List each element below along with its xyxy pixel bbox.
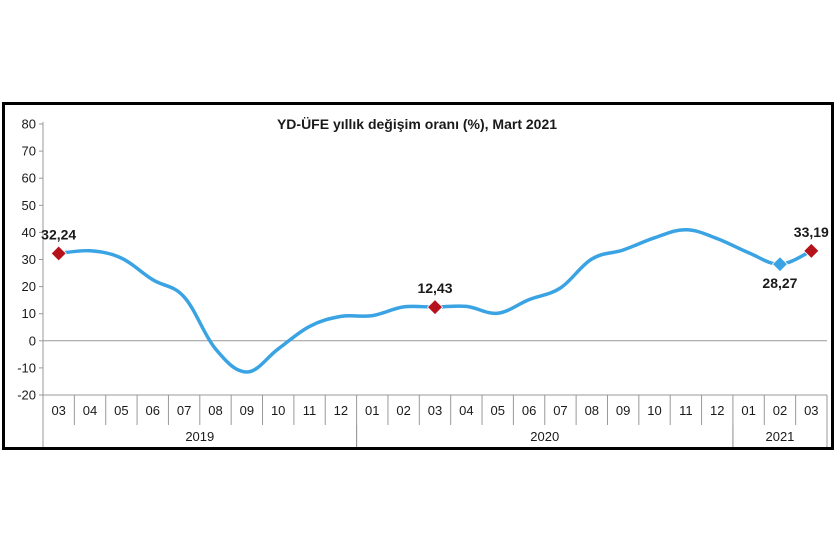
y-tick-label: 50	[22, 198, 36, 213]
year-label: 2019	[185, 429, 214, 444]
y-tick-label: 40	[22, 225, 36, 240]
line-chart: YD-ÜFE yıllık değişim oranı (%), Mart 20…	[17, 116, 829, 447]
data-point-marker	[803, 242, 820, 259]
x-tick-label: 02	[396, 403, 410, 418]
year-label: 2021	[765, 429, 794, 444]
x-tick-label: 04	[83, 403, 97, 418]
x-tick-label: 11	[303, 403, 317, 418]
x-tick-label: 03	[428, 403, 442, 418]
y-tick-label: -10	[17, 360, 36, 375]
data-point-marker	[771, 256, 789, 273]
x-tick-label: 07	[553, 403, 567, 418]
data-point-marker	[426, 299, 444, 316]
data-label: 33,19	[794, 224, 829, 240]
y-tick-label: 30	[22, 252, 36, 267]
x-tick-label: 02	[773, 403, 787, 418]
marker-layer	[50, 242, 820, 316]
data-point-marker	[50, 245, 67, 262]
x-tick-label: 11	[679, 403, 693, 418]
data-label: 32,24	[41, 226, 76, 242]
x-tick-label: 08	[585, 403, 599, 418]
year-label: 2020	[530, 429, 559, 444]
x-tick-label: 12	[334, 403, 348, 418]
x-tick-label: 04	[459, 403, 473, 418]
x-tick-label: 08	[208, 403, 222, 418]
x-tick-label: 12	[710, 403, 724, 418]
x-tick-label: 06	[522, 403, 536, 418]
x-tick-label: 03	[51, 403, 65, 418]
y-tick-label: -20	[17, 388, 36, 403]
chart-title: YD-ÜFE yıllık değişim oranı (%), Mart 20…	[277, 116, 557, 132]
x-tick-label: 07	[177, 403, 191, 418]
x-tick-label: 01	[365, 403, 379, 418]
data-label: 12,43	[417, 280, 452, 296]
x-tick-label: 09	[240, 403, 254, 418]
x-tick-label: 03	[804, 403, 818, 418]
x-tick-label: 10	[647, 403, 661, 418]
y-tick-label: 0	[29, 333, 36, 348]
y-tick-label: 80	[22, 117, 36, 132]
x-tick-label: 10	[271, 403, 285, 418]
x-tick-label: 05	[114, 403, 128, 418]
y-tick-label: 10	[22, 306, 36, 321]
data-label: 28,27	[762, 275, 797, 291]
y-tick-label: 20	[22, 279, 36, 294]
label-layer: 32,24 12,43 28,27 33,19	[41, 224, 829, 296]
x-tick-label: 01	[741, 403, 755, 418]
y-tick-label: 60	[22, 171, 36, 186]
x-tick-label: 09	[616, 403, 630, 418]
y-tick-label: 70	[22, 144, 36, 159]
chart-frame: YD-ÜFE yıllık değişim oranı (%), Mart 20…	[2, 102, 834, 450]
x-tick-label: 06	[146, 403, 160, 418]
x-tick-label: 05	[490, 403, 504, 418]
